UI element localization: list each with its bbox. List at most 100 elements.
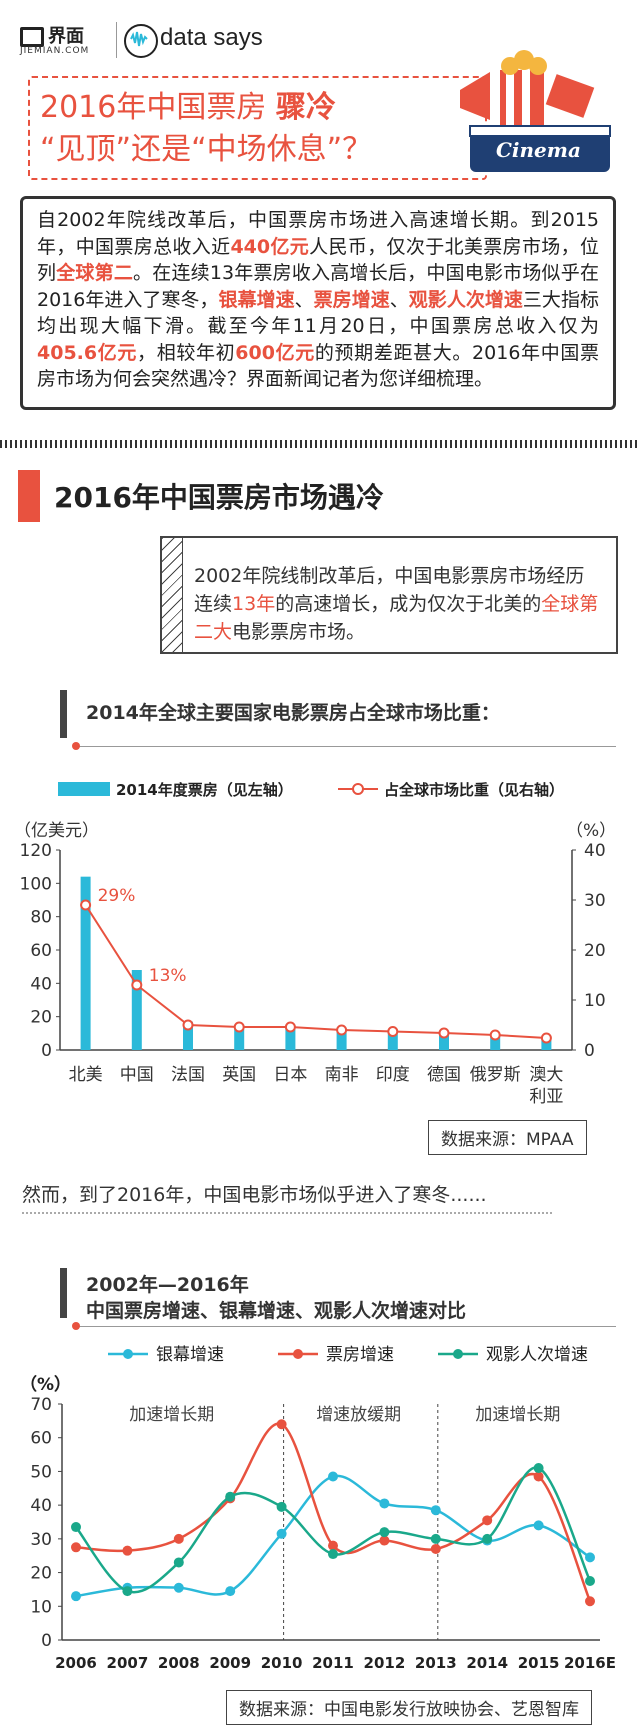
share-point-4 (233, 1021, 245, 1033)
series-1-point-10 (533, 1520, 544, 1531)
series-3-point-2 (122, 1586, 133, 1597)
legend-label-3: 观影人次增速 (486, 1345, 588, 1365)
intro-paragraph: 自2002年院线改革后，中国票房市场进入高速增长期。到2015年，中国票房总收入… (20, 196, 616, 410)
bar-2 (131, 970, 142, 1050)
series-2-point-6 (328, 1540, 338, 1551)
share-point-2 (131, 979, 143, 991)
x-tick-label: 2014 (466, 1654, 508, 1672)
series-3-point-1 (71, 1522, 81, 1533)
data-says-wave-icon (124, 24, 158, 58)
chart2-source: 数据来源：中国电影发行放映协会、艺恩智库 (226, 1690, 592, 1725)
series-3-point-6 (328, 1549, 338, 1560)
y-right-tick-label: 40 (584, 841, 606, 861)
section-divider (0, 440, 640, 448)
page-title-line-2: “见顶”还是“中场休息”？ (40, 132, 373, 167)
note-stripe (162, 538, 183, 652)
y-left-tick-label: 40 (30, 974, 52, 994)
y-tick-label: 20 (30, 1564, 52, 1584)
x-tick-label: 2012 (364, 1654, 406, 1672)
data-says-brand[interactable]: data says (160, 24, 263, 51)
x-tick-label: 印度 (376, 1065, 410, 1085)
period-label-3: 加速增长期 (475, 1405, 560, 1425)
y-tick-label: 0 (41, 1631, 52, 1651)
bar-9 (490, 1036, 501, 1050)
y-tick-label: 50 (30, 1462, 52, 1482)
x-tick-label: 2015 (518, 1654, 560, 1672)
y-axis-left-label: （亿美元） (14, 821, 99, 841)
chart2-title-bar (60, 1268, 67, 1318)
transition-text: 然而，到了2016年，中国电影市场似乎进入了寒冬...... (22, 1184, 487, 1206)
x-tick-label: 2009 (209, 1654, 251, 1672)
x-tick-label: 2006 (55, 1654, 97, 1672)
chart1-title-dot (72, 742, 80, 750)
legend-line-marker (352, 783, 364, 795)
y-tick-label: 60 (30, 1429, 52, 1449)
share-line (84, 904, 547, 1039)
y-tick-label: 40 (30, 1496, 52, 1516)
transition-rule (22, 1212, 552, 1214)
bar-5 (285, 1025, 296, 1050)
bar-3 (183, 1021, 193, 1050)
legend-marker-1 (123, 1349, 133, 1359)
data-label-2: 13% (149, 966, 187, 986)
bar-8 (439, 1033, 449, 1050)
y-left-tick-label: 120 (20, 841, 52, 861)
share-point-10 (540, 1032, 552, 1044)
legend-bar-label: 2014年度票房（见左轴） (116, 781, 293, 799)
y-axis-right-label: （%） (566, 821, 616, 841)
y-tick-label: 10 (30, 1597, 52, 1617)
y-axis-label: （%） (20, 1374, 71, 1395)
chart1-source: 数据来源：MPAA (428, 1120, 587, 1155)
chart1-title-bar (60, 690, 67, 738)
share-point-9 (489, 1029, 501, 1041)
series-2-point-9 (482, 1515, 493, 1526)
y-left-tick-label: 80 (30, 908, 52, 928)
chart2-svg: 银幕增速 票房增速 观影人次增速 （%） 0 10 20 30 40 50 60 70 加速增长期 增速放… (20, 1345, 616, 1672)
series-1-point-3 (173, 1582, 184, 1593)
page-title-line-1: 2016年中国票房 骤冷 (40, 90, 336, 125)
share-point-7 (387, 1026, 399, 1037)
series-2-point-11 (585, 1596, 595, 1607)
series-1-point-4 (225, 1586, 236, 1597)
legend-line-label: 占全球市场比重（见右轴） (384, 781, 564, 799)
jiemian-logo-sub: JIEMIAN.COM (20, 46, 90, 56)
legend-marker-3 (453, 1349, 463, 1359)
series-2-point-10 (533, 1471, 544, 1482)
series-3-point-7 (379, 1527, 390, 1538)
series-3-point-8 (430, 1533, 441, 1544)
bar-7 (387, 1031, 398, 1050)
series-1-point-6 (328, 1471, 338, 1482)
chart2-title-rule (76, 1326, 616, 1327)
section-marker (18, 470, 40, 522)
period-label-1: 加速增长期 (129, 1405, 214, 1425)
y-tick-label: 30 (30, 1530, 52, 1550)
x-tick-label: 澳大 (529, 1065, 563, 1085)
x-tick-label: 2010 (261, 1654, 303, 1672)
series-2-point-1 (71, 1542, 81, 1553)
series-3-point-10 (533, 1463, 544, 1474)
legend-label-2: 票房增速 (326, 1345, 394, 1365)
y-left-tick-label: 0 (41, 1041, 52, 1061)
series-2-point-8 (430, 1543, 441, 1554)
chart1-title: 2014年全球主要国家电影票房占全球市场比重： (86, 702, 500, 724)
legend-label-1: 银幕增速 (156, 1345, 224, 1365)
bar-4 (234, 1025, 245, 1050)
series-3-point-3 (173, 1557, 184, 1568)
x-tick-label: 2008 (158, 1654, 200, 1672)
series-1-point-5 (276, 1528, 287, 1539)
y-right-tick-label: 0 (584, 1041, 595, 1061)
jiemian-logo[interactable]: 界面 (20, 22, 84, 48)
y-left-tick-label: 20 (30, 1008, 52, 1028)
x-tick-label: 日本 (273, 1065, 307, 1085)
x-tick-label: 2013 (415, 1654, 457, 1672)
chart2-title-dot (72, 1322, 80, 1330)
y-right-tick-label: 30 (584, 891, 606, 911)
x-tick-label: 英国 (222, 1065, 256, 1085)
series-2-point-3 (173, 1533, 184, 1544)
logo-mark-icon (20, 27, 44, 47)
note-box: 2002年院线制改革后，中国电影票房市场经历连续13年的高速增长，成为仅次于北美… (160, 536, 618, 654)
share-point-3 (182, 1019, 194, 1031)
y-left-tick-label: 100 (20, 874, 52, 894)
series-2-point-2 (122, 1545, 133, 1556)
x-tick-label: 俄罗斯 (470, 1065, 521, 1085)
